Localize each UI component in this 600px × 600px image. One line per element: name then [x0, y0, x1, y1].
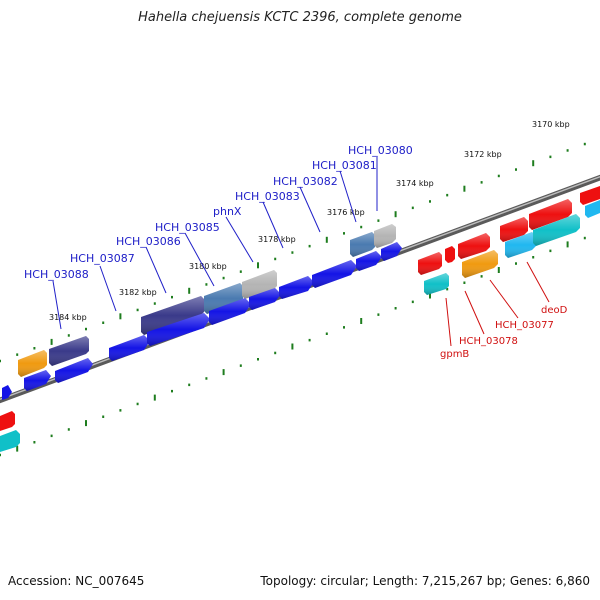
gene-arrow[interactable]	[0, 411, 15, 431]
scale-label: 3184 kbp	[49, 313, 87, 322]
gene-label[interactable]: deoD	[541, 305, 568, 316]
gene-arrow[interactable]	[500, 217, 528, 242]
gene-label[interactable]: HCH_03082	[273, 175, 338, 188]
gene-arrow[interactable]	[356, 251, 382, 271]
gene-arrow[interactable]	[585, 200, 600, 218]
gene-label[interactable]: HCH_03077	[495, 320, 554, 331]
gene-arrow[interactable]	[209, 298, 251, 325]
gene-arrow[interactable]	[249, 288, 281, 310]
scale-label: 3172 kbp	[464, 150, 502, 159]
gene-label[interactable]: gpmB	[440, 349, 469, 360]
scale-label: 3182 kbp	[119, 288, 157, 297]
positive-strand-genes	[2, 224, 402, 400]
gene-arrow[interactable]	[279, 276, 314, 299]
gene-arrow[interactable]	[2, 385, 12, 400]
tick-tracks	[0, 142, 586, 457]
scale-labels: 3170 kbp 3172 kbp 3174 kbp 3176 kbp 3178…	[49, 120, 570, 322]
gene-label[interactable]: HCH_03081	[312, 159, 377, 172]
gene-label[interactable]: phnX	[213, 205, 242, 218]
gene-arrow[interactable]	[374, 224, 396, 248]
gene-label[interactable]: HCH_03080	[348, 144, 413, 157]
gene-arrow[interactable]	[147, 313, 210, 346]
gene-arrow[interactable]	[18, 350, 47, 377]
scale-label: 3170 kbp	[532, 120, 570, 129]
gene-arrow[interactable]	[24, 370, 51, 391]
gene-arrow[interactable]	[445, 246, 455, 263]
gene-arrow[interactable]	[49, 336, 89, 366]
gene-arrow[interactable]	[242, 270, 277, 299]
gene-arrow[interactable]	[312, 260, 357, 288]
gene-arrow[interactable]	[0, 430, 20, 452]
gene-arrow[interactable]	[505, 232, 536, 258]
label-leaders	[52, 157, 550, 347]
genome-summary-text: Topology: circular; Length: 7,215,267 bp…	[260, 574, 590, 588]
gene-arrow[interactable]	[533, 214, 580, 246]
gene-arrow[interactable]	[381, 242, 402, 261]
gene-arrow[interactable]	[204, 283, 243, 314]
gene-arrow[interactable]	[424, 273, 449, 295]
gene-label[interactable]: HCH_03083	[235, 190, 300, 203]
gene-label[interactable]: HCH_03088	[24, 268, 89, 281]
gene-arrow[interactable]	[529, 199, 572, 230]
accession-text: Accession: NC_007645	[8, 574, 145, 588]
gene-labels: HCH_03088 HCH_03087 HCH_03086 HCH_03085 …	[24, 144, 568, 360]
gene-arrow[interactable]	[141, 296, 204, 335]
gene-arrow[interactable]	[458, 233, 490, 259]
gene-arrow[interactable]	[418, 252, 442, 275]
scale-label: 3178 kbp	[258, 235, 296, 244]
gene-label[interactable]: HCH_03078	[459, 336, 518, 347]
gene-label[interactable]: HCH_03085	[155, 221, 220, 234]
scale-label: 3180 kbp	[189, 262, 227, 271]
map-title: Hahella chejuensis KCTC 2396, complete g…	[138, 10, 462, 25]
gene-arrow[interactable]	[55, 358, 93, 383]
gene-label[interactable]: HCH_03087	[70, 252, 135, 265]
gene-arrow[interactable]	[462, 250, 498, 278]
scale-label: 3174 kbp	[396, 179, 434, 188]
gene-arrow[interactable]	[109, 335, 150, 361]
gene-arrow[interactable]	[350, 232, 375, 257]
gene-arrow[interactable]	[580, 186, 600, 205]
negative-strand-genes	[0, 186, 600, 452]
gene-label[interactable]: HCH_03086	[116, 235, 181, 248]
scale-label: 3176 kbp	[327, 208, 365, 217]
